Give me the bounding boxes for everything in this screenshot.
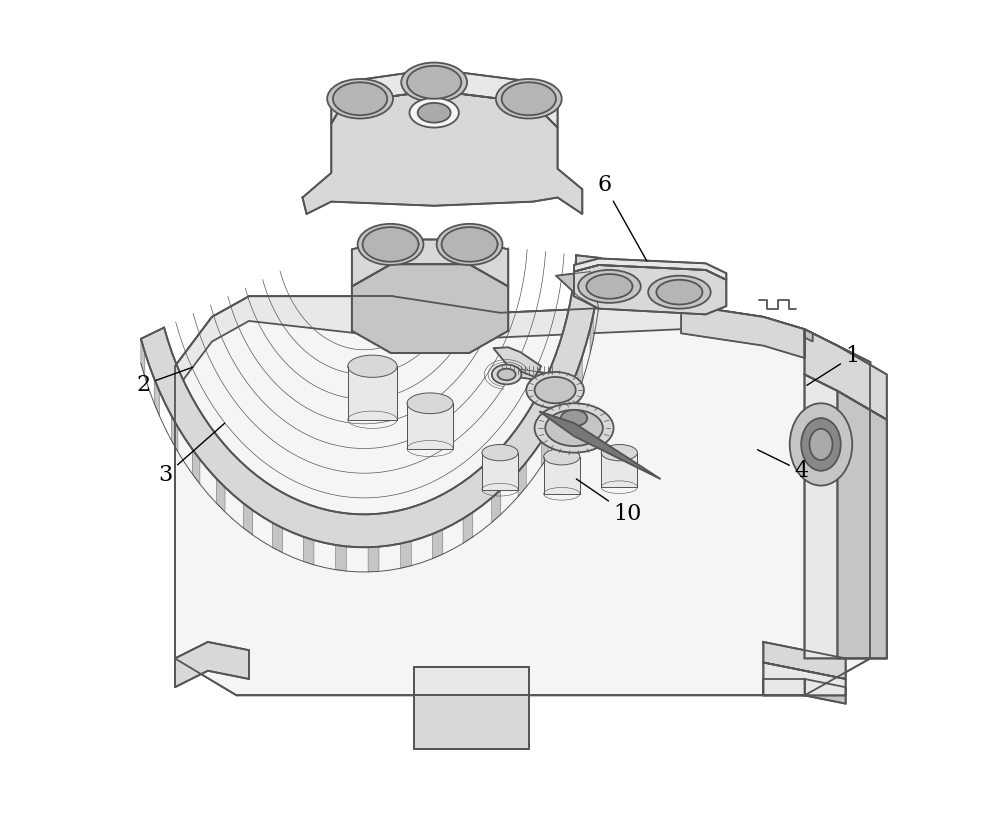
Polygon shape <box>407 403 453 449</box>
Polygon shape <box>590 315 593 354</box>
Ellipse shape <box>544 449 580 465</box>
Polygon shape <box>544 457 580 494</box>
Polygon shape <box>574 265 726 314</box>
Text: 10: 10 <box>576 479 642 525</box>
Polygon shape <box>175 642 249 687</box>
Ellipse shape <box>809 429 832 460</box>
Polygon shape <box>192 449 200 484</box>
Ellipse shape <box>801 418 841 471</box>
Ellipse shape <box>333 82 387 115</box>
Text: 6: 6 <box>597 174 647 261</box>
Text: 3: 3 <box>158 423 225 486</box>
Polygon shape <box>352 239 508 286</box>
Polygon shape <box>175 296 870 695</box>
Ellipse shape <box>790 403 852 486</box>
Polygon shape <box>348 366 397 420</box>
Ellipse shape <box>442 227 498 262</box>
Ellipse shape <box>401 63 467 102</box>
Polygon shape <box>272 523 283 553</box>
Polygon shape <box>463 512 473 543</box>
Ellipse shape <box>496 79 562 119</box>
Polygon shape <box>805 374 887 658</box>
Polygon shape <box>401 541 411 568</box>
Polygon shape <box>805 329 813 342</box>
Polygon shape <box>414 695 529 749</box>
Polygon shape <box>574 258 726 280</box>
Ellipse shape <box>492 365 521 384</box>
Polygon shape <box>763 642 846 679</box>
Polygon shape <box>154 379 159 416</box>
Polygon shape <box>414 667 529 695</box>
Text: 1: 1 <box>807 345 860 385</box>
Polygon shape <box>432 529 443 559</box>
Polygon shape <box>216 478 225 512</box>
Ellipse shape <box>482 444 518 461</box>
Polygon shape <box>303 537 314 565</box>
Ellipse shape <box>578 270 641 303</box>
Polygon shape <box>681 305 805 358</box>
Polygon shape <box>368 546 379 572</box>
Ellipse shape <box>545 410 603 446</box>
Polygon shape <box>763 679 805 695</box>
Ellipse shape <box>656 280 702 305</box>
Polygon shape <box>541 430 548 467</box>
Ellipse shape <box>409 98 459 128</box>
Polygon shape <box>500 366 556 383</box>
Polygon shape <box>805 679 846 704</box>
Ellipse shape <box>586 274 633 299</box>
Ellipse shape <box>648 276 711 309</box>
Polygon shape <box>561 395 567 432</box>
Ellipse shape <box>407 66 461 99</box>
Polygon shape <box>578 356 582 394</box>
Ellipse shape <box>535 403 614 453</box>
Ellipse shape <box>601 444 637 461</box>
Polygon shape <box>243 503 253 535</box>
Polygon shape <box>837 391 887 658</box>
Polygon shape <box>598 272 600 312</box>
Ellipse shape <box>437 224 502 265</box>
Polygon shape <box>763 663 846 695</box>
Ellipse shape <box>407 393 453 414</box>
Polygon shape <box>482 453 518 490</box>
Polygon shape <box>805 329 887 420</box>
Polygon shape <box>175 296 870 391</box>
Polygon shape <box>518 463 526 496</box>
Polygon shape <box>352 264 508 353</box>
Ellipse shape <box>418 103 451 123</box>
Polygon shape <box>492 490 501 523</box>
Polygon shape <box>540 412 660 479</box>
Ellipse shape <box>358 224 423 265</box>
Polygon shape <box>331 69 558 128</box>
Ellipse shape <box>363 227 419 262</box>
Ellipse shape <box>502 82 556 115</box>
Polygon shape <box>141 339 145 377</box>
Ellipse shape <box>561 410 587 426</box>
Polygon shape <box>335 545 346 571</box>
Polygon shape <box>556 272 599 309</box>
Polygon shape <box>141 255 601 547</box>
Ellipse shape <box>327 79 393 119</box>
Ellipse shape <box>526 372 584 408</box>
Polygon shape <box>493 347 541 377</box>
Text: 2: 2 <box>136 367 193 396</box>
Text: 4: 4 <box>758 449 809 482</box>
Ellipse shape <box>498 369 516 380</box>
Ellipse shape <box>348 356 397 377</box>
Polygon shape <box>171 416 178 452</box>
Polygon shape <box>302 91 582 214</box>
Ellipse shape <box>535 377 576 403</box>
Polygon shape <box>601 453 637 487</box>
